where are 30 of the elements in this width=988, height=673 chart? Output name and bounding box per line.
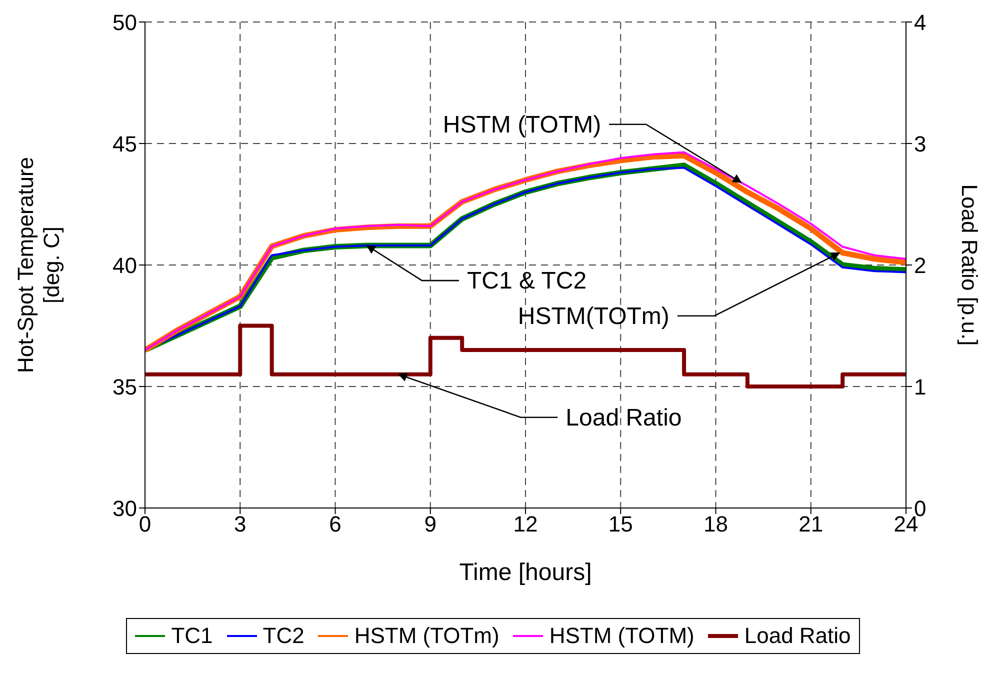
x-tick-label: 0 (138, 512, 152, 537)
y-tick-label: 45 (112, 131, 137, 156)
y-tick-label: 50 (112, 10, 137, 35)
legend-label: TC1 (171, 623, 213, 649)
x-axis-title: Time [hours] (459, 559, 592, 586)
legend-label: HSTM (TOTm) (354, 623, 500, 649)
y2-tick-label: 2 (914, 252, 926, 278)
x-tick-label: 6 (329, 512, 342, 537)
annotation: TC1 & TC2 (466, 268, 587, 295)
x-tick-label: 21 (798, 512, 824, 537)
x-tick-label: 3 (234, 512, 246, 537)
y2-tick-label: 3 (914, 131, 926, 156)
y-tick-label: 30 (112, 496, 137, 521)
y2-tick-label: 1 (914, 374, 926, 400)
y-axis-title: Hot-Spot Temperature [deg. C] (13, 156, 64, 374)
x-tick-label: 9 (424, 512, 436, 537)
annotation: Load Ratio (566, 404, 682, 432)
annotation: HSTM(TOTm) (518, 302, 670, 330)
legend-label: TC2 (262, 623, 304, 649)
y2-tick-label: 0 (914, 496, 926, 521)
y2-tick-label: 4 (914, 10, 926, 35)
y-tick-label: 40 (112, 252, 137, 278)
legend-label: HSTM (TOTM) (549, 623, 694, 649)
x-tick-label: 15 (608, 512, 633, 537)
annotation: HSTM (TOTM) (442, 111, 602, 138)
x-tick-label: 18 (704, 512, 728, 537)
x-tick-label: 12 (513, 512, 538, 537)
legend-label: Load Ratio (744, 623, 851, 649)
y2-axis-title: Load Ratio [p.u.] (957, 184, 982, 346)
y-tick-label: 35 (112, 374, 137, 400)
